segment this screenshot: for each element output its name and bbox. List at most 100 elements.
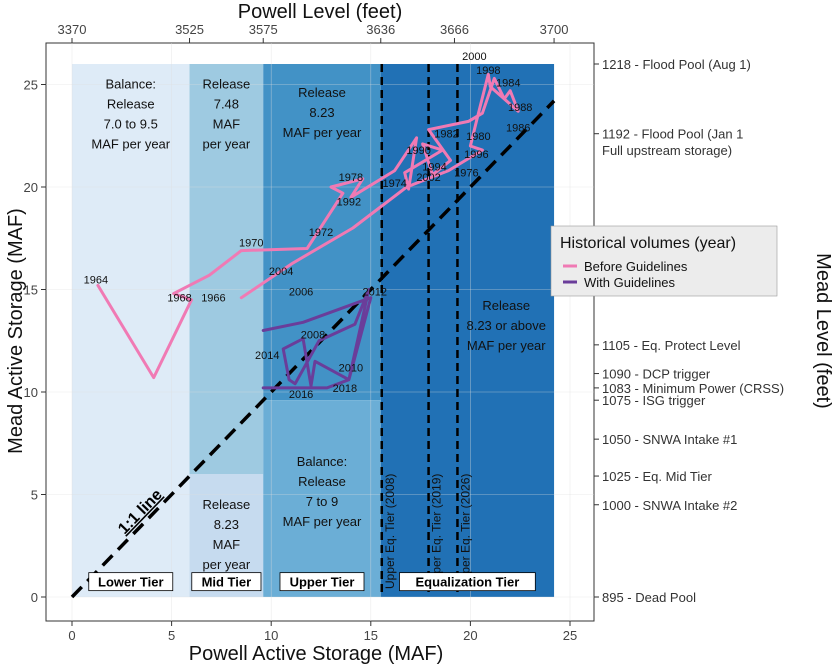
grid-layer [46, 43, 594, 621]
y-tick-label-20: 20 [24, 180, 38, 195]
y-tick-label-25: 25 [24, 78, 38, 93]
tier-box-3 [279, 572, 365, 592]
tier-label-4: Equalization Tier [416, 575, 520, 590]
tier-label-3: Upper Tier [290, 575, 355, 590]
right-axis-title: Mead Level (feet) [812, 253, 834, 409]
zone-note-line: Release [298, 85, 346, 100]
y-tick-label-10: 10 [24, 385, 38, 400]
legend: Historical volumes (year) Before Guidelin… [550, 225, 778, 297]
legend-label-2: With Guidelines [584, 275, 676, 290]
tier-label-1: Lower Tier [98, 575, 164, 590]
zone-note-line: MAF [213, 117, 241, 132]
top-tick-label-3700: 3700 [540, 22, 569, 37]
top-tick-label-3370: 3370 [58, 22, 87, 37]
year-label-2016: 2016 [289, 389, 313, 401]
right-tick-label-3: Full upstream storage) [602, 143, 732, 158]
legend-label-1: Before Guidelines [584, 259, 688, 274]
year-label-1986: 1986 [506, 123, 530, 135]
zone-note-line: Balance: [105, 77, 156, 92]
right-tick-label-2: 1192 - Flood Pool (Jan 1 [602, 127, 743, 142]
year-label-1966: 1966 [201, 293, 225, 305]
year-label-1964: 1964 [84, 274, 108, 286]
year-label-2018: 2018 [333, 383, 357, 395]
year-label-1982: 1982 [434, 129, 458, 141]
tier-label-layer: Lower Tier Mid Tier Upper Tier Equalization… [88, 572, 536, 592]
year-label-1980: 1980 [466, 131, 490, 143]
year-label-1994: 1994 [422, 162, 446, 174]
legend-box [550, 225, 778, 297]
year-label-1998: 1998 [476, 65, 500, 77]
zone-rect-5 [263, 400, 381, 597]
x-tick-label-20: 20 [463, 628, 477, 643]
year-label-1996: 1996 [464, 149, 488, 161]
right-tick-label-9: 1025 - Eq. Mid Tier [602, 469, 712, 484]
zone-rect-1 [72, 64, 190, 597]
y-tick-label-15: 15 [24, 283, 38, 298]
year-label-1990: 1990 [406, 145, 430, 157]
year-label-1984: 1984 [496, 77, 520, 89]
zone-note-line: 8.23 [214, 517, 239, 532]
zone-rect-6 [380, 64, 555, 597]
year-label-1972: 1972 [309, 227, 333, 239]
tier-box-4 [399, 572, 536, 592]
threshold-label-2: Upper Eq. Tier (2019) [430, 474, 444, 589]
zone-note-line: per year [203, 557, 251, 572]
y-axis-title: Mead Active Storage (MAF) [5, 208, 27, 454]
zone-note-line: 8.23 or above [466, 318, 546, 333]
year-label-2006: 2006 [289, 287, 313, 299]
zone-note-line: MAF [213, 537, 241, 552]
top-axis-title: Powell Level (feet) [238, 1, 403, 23]
zone-note-line: Release [203, 497, 251, 512]
zone-note-line: Release [482, 298, 530, 313]
tier-box-1 [88, 572, 174, 592]
year-label-2008: 2008 [301, 330, 325, 342]
x-tick-label-5: 5 [168, 628, 175, 643]
zone-note-line: Release [298, 474, 346, 489]
top-tick-label-3575: 3575 [249, 22, 278, 37]
zone-note-line: 7.48 [214, 97, 239, 112]
zone-note-line: MAF per year [467, 338, 546, 353]
zone-note-line: MAF per year [283, 514, 362, 529]
x-tick-label-0: 0 [68, 628, 75, 643]
right-tick-label-11: 895 - Dead Pool [602, 590, 696, 605]
year-label-2014: 2014 [255, 350, 279, 362]
year-label-1978: 1978 [339, 172, 363, 184]
zone-rect-2 [189, 64, 264, 474]
threshold-line-layer: Upper Eq. Tier (2008) Upper Eq. Tier (201… [380, 64, 472, 597]
series-layer [96, 72, 520, 390]
zone-rect-4 [263, 64, 381, 401]
zone-note-2: Release 7.48 MAF per year [203, 77, 251, 152]
right-tick-label-6: 1083 - Minimum Power (CRSS) [602, 381, 784, 396]
zone-note-line: 7 to 9 [306, 494, 339, 509]
legend-title: Historical volumes (year) [560, 235, 736, 252]
zone-note-5: Balance: Release 7 to 9 MAF per year [283, 454, 362, 529]
zone-note-line: 7.0 to 9.5 [104, 117, 158, 132]
year-label-layer: 1964 1966 1968 1970 1972 1974 1976 1978 1980 1982… [84, 51, 533, 401]
year-label-1976: 1976 [454, 168, 478, 180]
y-tick-label-5: 5 [31, 488, 38, 503]
x-tick-label-25: 25 [563, 628, 577, 643]
zone-layer [72, 64, 555, 597]
year-label-2000: 2000 [462, 51, 486, 63]
right-tick-label-7: 1075 - ISG trigger [602, 393, 706, 408]
tier-label-2: Mid Tier [202, 575, 252, 590]
x-tick-label-10: 10 [264, 628, 278, 643]
year-label-1970: 1970 [239, 237, 263, 249]
right-tick-label-10: 1000 - SNWA Intake #2 [602, 498, 737, 513]
axis-layer: 0 5 10 15 20 25 0 5 10 15 20 25 3370 3525 3575 3636 3666… [24, 22, 785, 643]
top-tick-label-3525: 3525 [175, 22, 204, 37]
year-label-1974: 1974 [382, 178, 406, 190]
zone-note-4: Release 8.23 or above MAF per year [466, 298, 546, 353]
year-label-1992: 1992 [337, 196, 361, 208]
year-label-2002: 2002 [416, 172, 440, 184]
top-tick-label-3636: 3636 [366, 22, 395, 37]
zone-note-line: Release [203, 77, 251, 92]
zone-note-line: Release [107, 97, 155, 112]
right-tick-label-5: 1090 - DCP trigger [602, 367, 711, 382]
x-tick-label-15: 15 [364, 628, 378, 643]
zone-note-line: 8.23 [309, 105, 334, 120]
year-label-1968: 1968 [167, 293, 191, 305]
zone-note-layer: Balance: Release 7.0 to 9.5 MAF per yearRel… [91, 77, 546, 572]
right-tick-label-4: 1105 - Eq. Protect Level [602, 338, 741, 353]
zone-note-1: Balance: Release 7.0 to 9.5 MAF per year [91, 77, 170, 152]
